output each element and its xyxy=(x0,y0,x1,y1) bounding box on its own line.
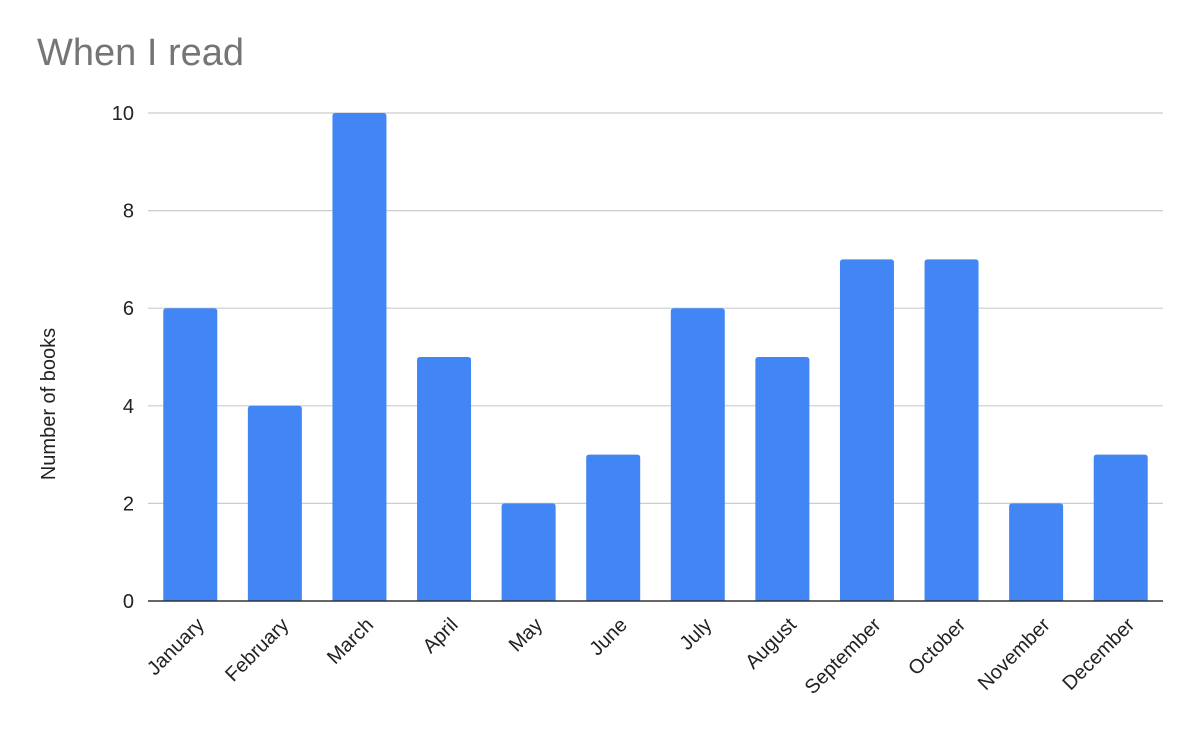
x-tick-labels: January February March April May June July Augu… xyxy=(143,614,1140,699)
y-tick-label: 0 xyxy=(123,591,134,613)
y-tick-label: 10 xyxy=(112,103,134,125)
y-tick-labels: 0 2 4 6 8 10 xyxy=(112,103,134,613)
bar-march xyxy=(332,113,387,601)
bars xyxy=(163,113,1148,601)
x-tick-label: June xyxy=(586,614,632,660)
bar-october xyxy=(924,259,979,601)
x-tick-label: March xyxy=(323,614,378,669)
bar-february xyxy=(247,405,302,601)
bar-december xyxy=(1093,454,1148,601)
chart-title: When I read xyxy=(37,32,244,74)
bar-november xyxy=(1009,503,1064,601)
bar-august xyxy=(755,357,810,601)
bar-april xyxy=(417,357,472,601)
bar-july xyxy=(670,308,725,601)
y-tick-label: 6 xyxy=(123,298,134,320)
x-tick-label: May xyxy=(505,614,547,656)
x-tick-label: September xyxy=(801,614,886,699)
y-tick-label: 4 xyxy=(123,396,134,418)
x-tick-label: November xyxy=(974,614,1055,695)
y-tick-label: 8 xyxy=(123,201,134,223)
x-tick-label: April xyxy=(419,614,463,658)
x-tick-label: February xyxy=(221,614,293,686)
x-tick-label: December xyxy=(1058,614,1139,695)
y-tick-label: 2 xyxy=(123,493,134,515)
bar-june xyxy=(586,454,641,601)
y-axis-title: Number of books xyxy=(38,328,60,480)
x-tick-label: August xyxy=(741,614,801,674)
gridlines xyxy=(148,112,1163,504)
bar-may xyxy=(501,503,556,601)
x-tick-label: January xyxy=(143,614,209,680)
bar-september xyxy=(839,259,894,601)
x-tick-label: October xyxy=(904,614,970,680)
bar-january xyxy=(163,308,218,601)
x-tick-label: July xyxy=(676,614,717,655)
